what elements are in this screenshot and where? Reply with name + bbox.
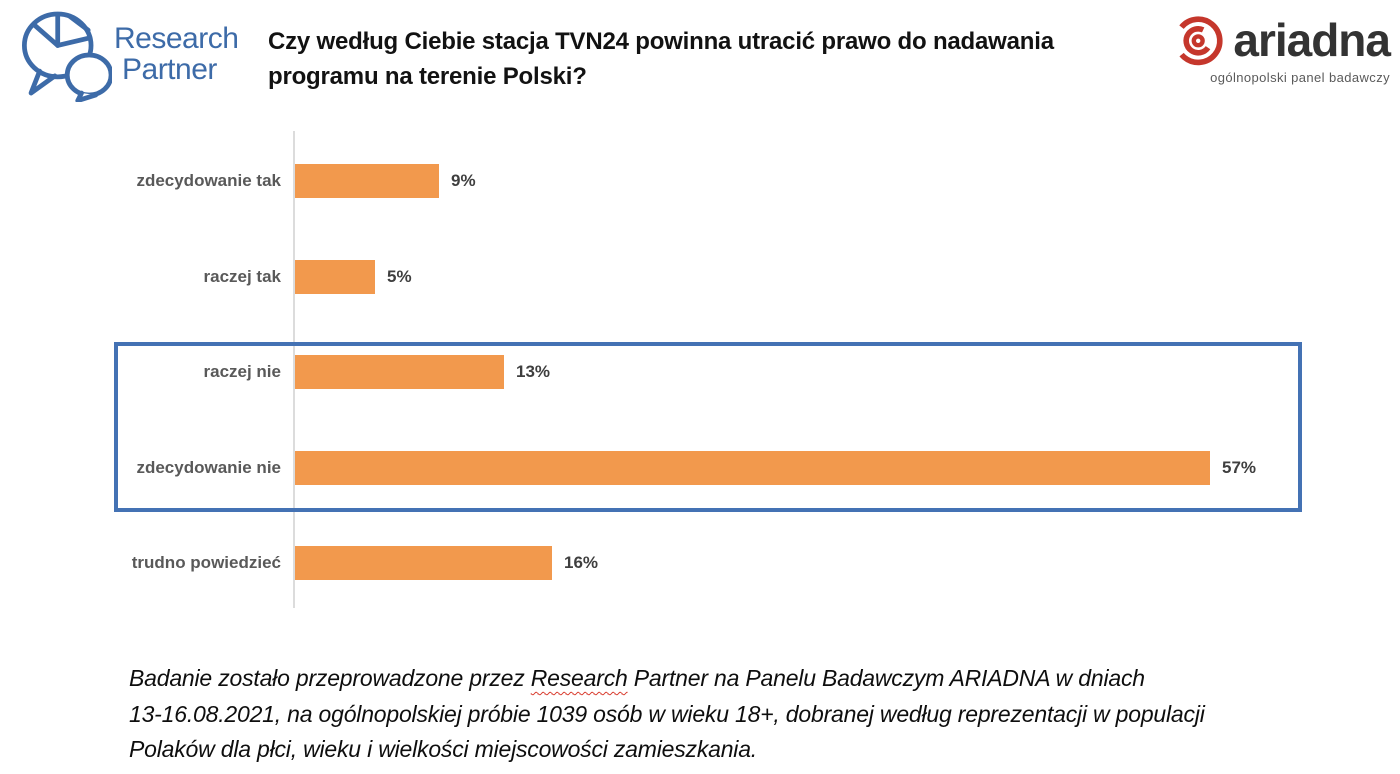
ariadna-spiral-icon	[1174, 16, 1223, 66]
research-partner-logo: Research Partner	[12, 4, 257, 104]
value-label: 9%	[451, 171, 476, 190]
category-label: trudno powiedzieć	[131, 553, 281, 572]
research-partner-wordmark: Research Partner	[114, 22, 239, 86]
category-label: raczej tak	[203, 267, 282, 286]
methodology-note: Badanie zostało przeprowadzone przez Res…	[129, 661, 1359, 768]
bar	[295, 546, 552, 580]
bar	[295, 451, 1210, 485]
ariadna-subtitle: ogólnopolski panel badawczy	[1210, 70, 1390, 85]
wordmark-line1: Research	[114, 22, 239, 55]
value-label: 16%	[564, 553, 599, 572]
ariadna-logo: ariadna ogólnopolski panel badawczy	[1126, 12, 1391, 98]
bar	[295, 164, 439, 198]
footnote-misspelled-word: Research	[530, 665, 628, 691]
speech-bubbles-pie-icon	[22, 11, 112, 102]
highlight-box	[114, 342, 1302, 512]
value-label: 13%	[516, 362, 551, 381]
wordmark-line2: Partner	[122, 53, 217, 86]
vertical-axis-line	[293, 131, 295, 608]
footnote-text: Partner na Panelu Badawczym ARIADNA w dn…	[627, 665, 1145, 691]
methodology-line-2: 13-16.08.2021, na ogólnopolskiej próbie …	[129, 700, 1205, 727]
bar	[295, 260, 375, 294]
category-label: zdecydowanie nie	[136, 458, 281, 477]
title-line-2: programu na terenie Polski?	[268, 63, 587, 90]
methodology-line-1: Badanie zostało przeprowadzone przez Res…	[129, 661, 1359, 697]
value-label: 57%	[1222, 458, 1257, 477]
footnote-text: Badanie zostało przeprowadzone przez	[129, 665, 531, 691]
category-label: zdecydowanie tak	[136, 171, 281, 190]
title-line-1: Czy według Ciebie stacja TVN24 powinna u…	[268, 28, 1054, 55]
value-label: 5%	[387, 267, 412, 286]
methodology-line-3: Polaków dla płci, wieku i wielkości miej…	[129, 736, 757, 762]
ariadna-wordmark: ariadna	[1233, 14, 1391, 66]
bar	[295, 355, 504, 389]
survey-question-title: Czy według Ciebie stacja TVN24 powinna u…	[268, 24, 1118, 94]
category-label: raczej nie	[203, 362, 282, 381]
